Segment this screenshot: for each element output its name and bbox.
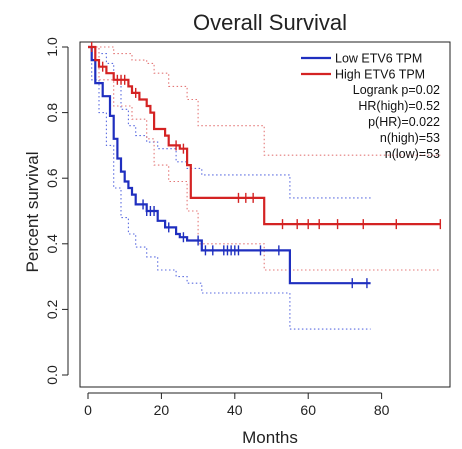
y-tick-label: 0.4: [44, 234, 60, 254]
stat-label: Logrank p=0.02: [353, 83, 440, 97]
y-tick-label: 1.0: [44, 37, 60, 57]
x-tick-label: 20: [154, 402, 170, 418]
chart-title: Overall Survival: [193, 10, 347, 35]
plot-frame: [79, 41, 451, 388]
x-tick-label: 80: [374, 402, 390, 418]
y-tick-label: 0.0: [44, 365, 60, 385]
y-tick-label: 0.6: [44, 168, 60, 188]
ci-lower-line-0: [88, 46, 371, 330]
plot-border: [79, 41, 451, 388]
y-axis-label: Percent survival: [23, 152, 42, 273]
stat-label: HR(high)=0.52: [358, 99, 440, 113]
stat-label: n(low)=53: [385, 147, 440, 161]
legend-label-1: High ETV6 TPM: [335, 68, 425, 82]
stat-label: n(high)=53: [380, 131, 440, 145]
x-axis-label: Months: [242, 428, 298, 447]
x-axis: 0 20 40 60 80: [84, 392, 390, 418]
x-tick-label: 60: [300, 402, 316, 418]
stat-label: p(HR)=0.022: [368, 115, 440, 129]
y-tick-label: 0.8: [44, 103, 60, 123]
legend-label-0: Low ETV6 TPM: [335, 52, 422, 66]
survival-curve-1: [88, 45, 441, 226]
ci-upper-line-1: [88, 46, 441, 156]
ci-upper-line-0: [88, 46, 371, 199]
survival-curve-0: [88, 45, 371, 285]
x-tick-label: 40: [227, 402, 243, 418]
censor-marks: [90, 42, 442, 289]
x-tick-label: 0: [84, 402, 92, 418]
y-tick-label: 0.2: [44, 299, 60, 319]
y-axis: 0.0 0.2 0.4 0.6 0.8 1.0: [44, 37, 69, 385]
